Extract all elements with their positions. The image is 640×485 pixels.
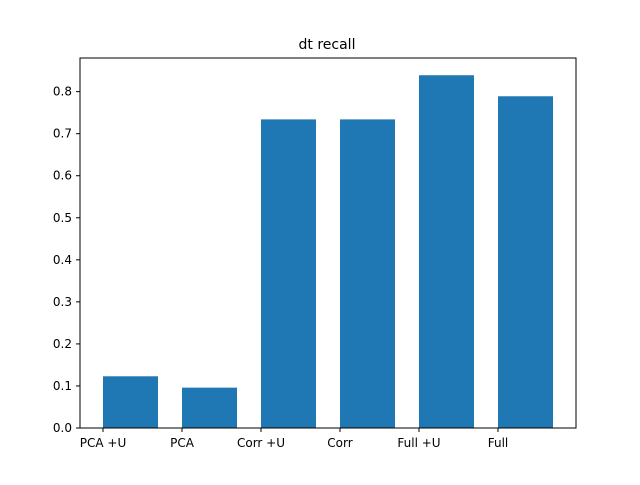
y-tick-label: 0.4 — [53, 253, 72, 267]
y-tick-label: 0.1 — [53, 379, 72, 393]
bar-corr — [340, 119, 395, 429]
x-tick-label: PCA +U — [80, 436, 126, 450]
x-tick-label: PCA — [170, 436, 195, 450]
x-axis: PCA +U PCA Corr +U Corr Full +U Full — [80, 428, 509, 450]
bar-corr-u — [261, 119, 316, 429]
plot-frame — [79, 57, 577, 429]
bar-pca-u — [103, 376, 158, 428]
x-tick-label: Corr — [327, 436, 352, 450]
y-axis: 0.0 0.1 0.2 0.3 0.4 0.5 0.6 0.7 0.8 — [53, 85, 80, 435]
y-tick-label: 0.0 — [53, 421, 72, 435]
y-tick-label: 0.3 — [53, 295, 72, 309]
x-tick-label: Full +U — [397, 436, 440, 450]
bars — [103, 75, 553, 429]
y-tick-label: 0.7 — [53, 127, 72, 141]
x-tick-label: Full — [488, 436, 509, 450]
x-tick-label: Corr +U — [237, 436, 285, 450]
y-tick-label: 0.6 — [53, 169, 72, 183]
bar-pca — [182, 387, 237, 428]
bar-full-u — [419, 75, 474, 428]
chart-title: dt recall — [299, 37, 356, 53]
y-tick-label: 0.5 — [53, 211, 72, 225]
y-tick-label: 0.8 — [53, 85, 72, 99]
bar-full — [498, 96, 553, 429]
y-tick-label: 0.2 — [53, 337, 72, 351]
